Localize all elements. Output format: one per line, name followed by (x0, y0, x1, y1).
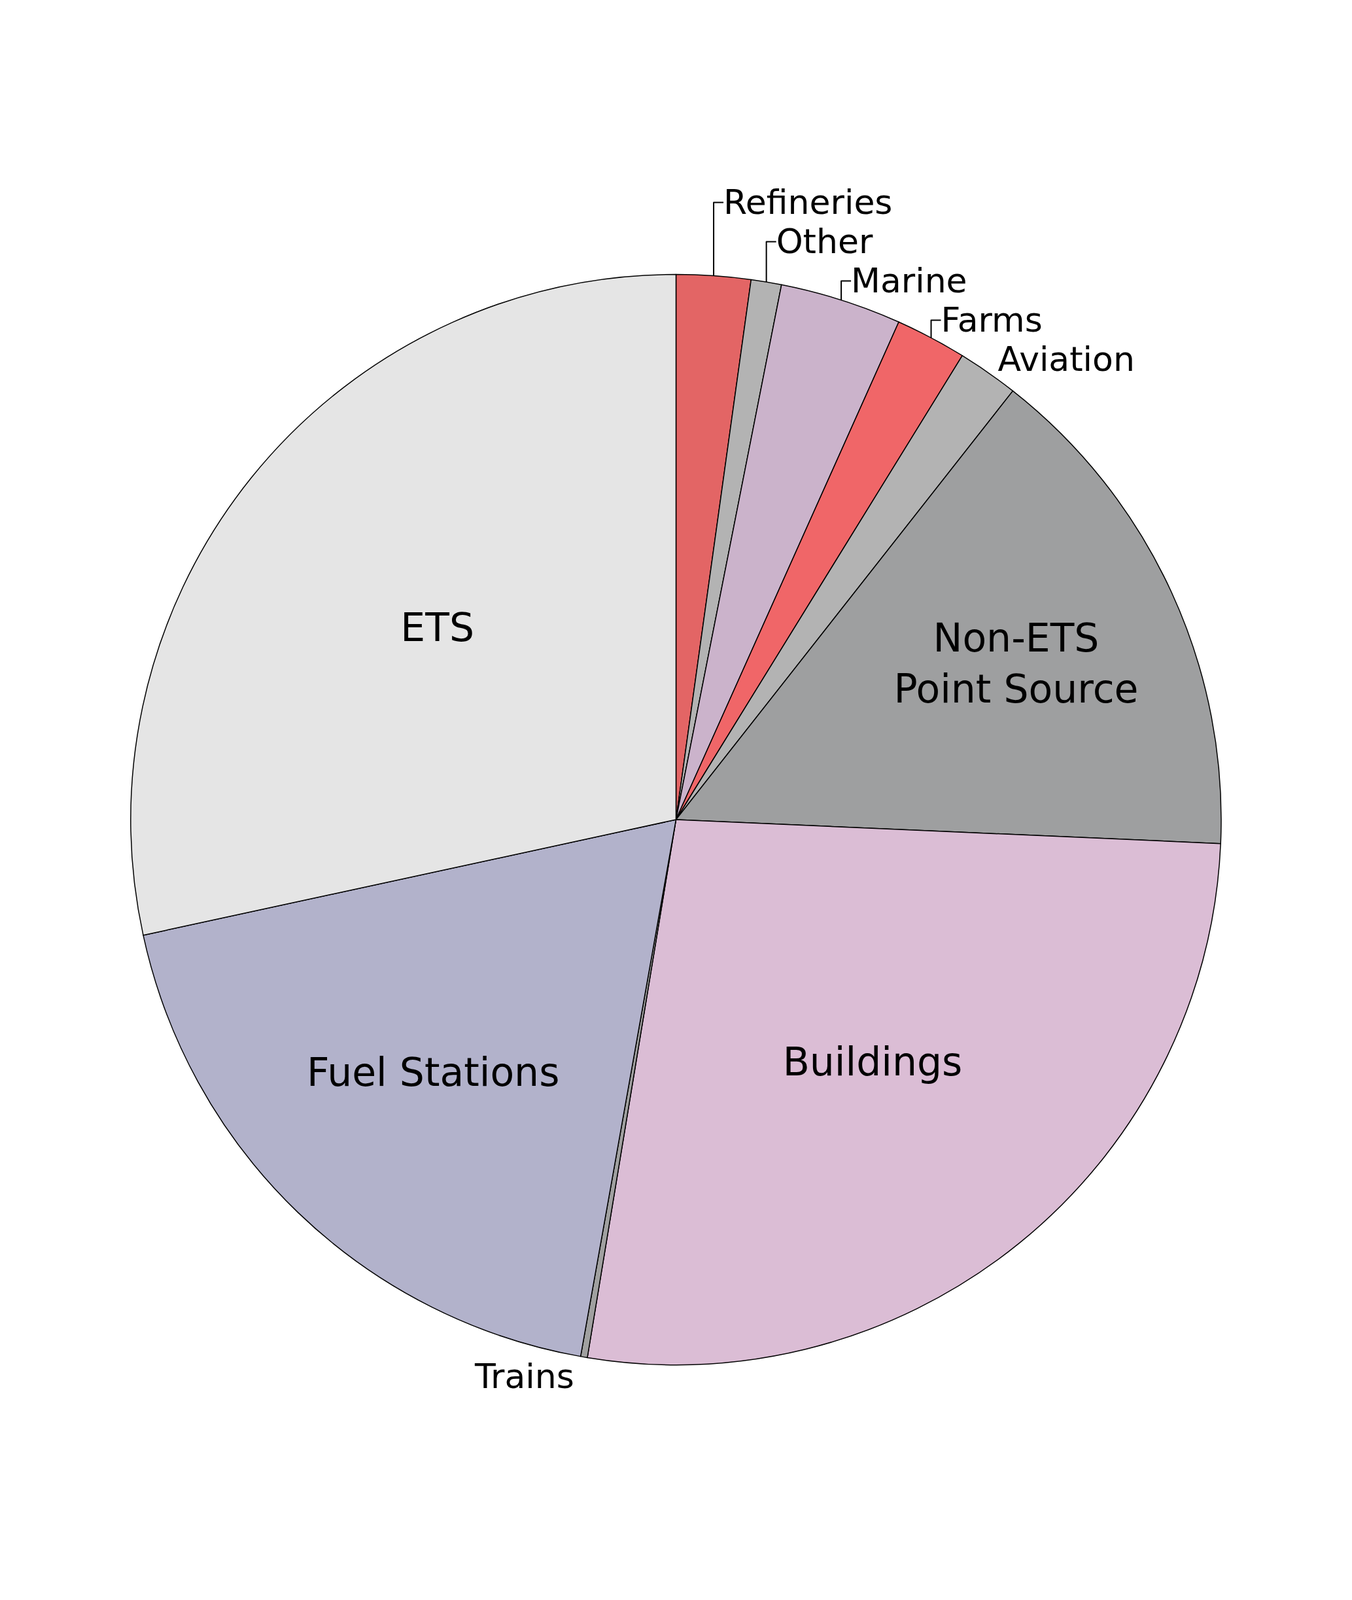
svg-text:Refineries: Refineries (723, 182, 893, 222)
svg-text:Other: Other (776, 221, 874, 261)
svg-text:ETS: ETS (400, 604, 475, 651)
svg-text:Aviation: Aviation (998, 339, 1135, 379)
svg-text:Marine: Marine (850, 260, 968, 301)
svg-text:Trains: Trains (474, 1356, 575, 1396)
svg-text:Farms: Farms (941, 300, 1043, 340)
svg-text:Non-ETSPoint Source: Non-ETSPoint Source (893, 614, 1139, 712)
svg-text:Buildings: Buildings (782, 1038, 963, 1085)
svg-text:Fuel Stations: Fuel Stations (306, 1049, 560, 1095)
